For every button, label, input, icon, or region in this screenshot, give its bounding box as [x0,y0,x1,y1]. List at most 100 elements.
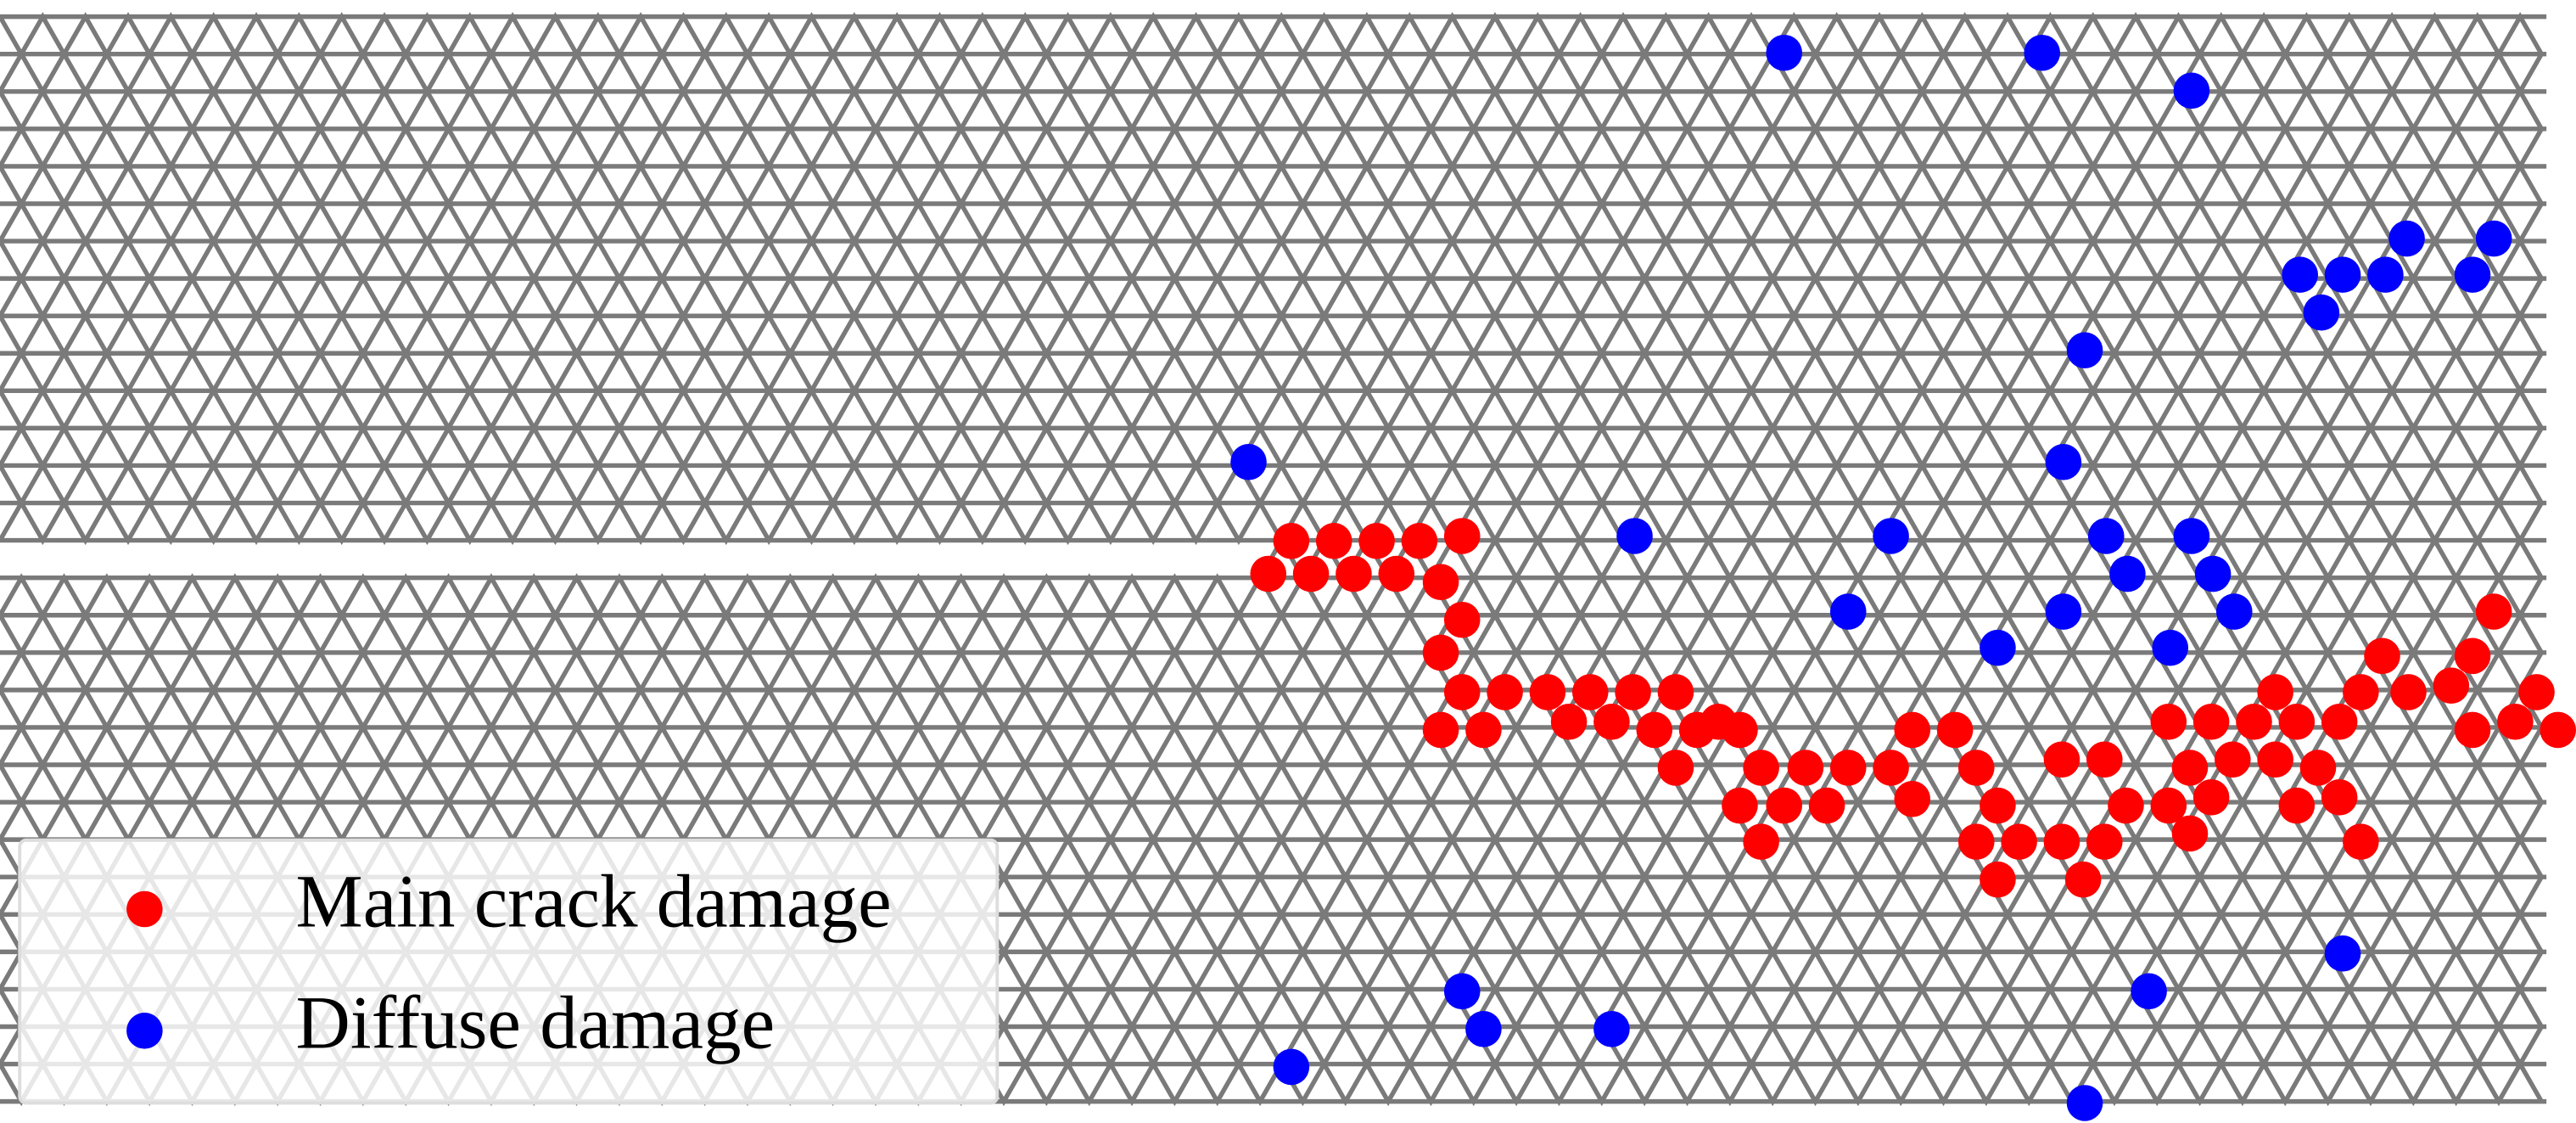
damage-point [1378,555,1415,592]
damage-point [1615,674,1651,710]
damage-point [2321,779,2358,816]
lattice-diagonals [0,87,2544,134]
damage-point [2324,935,2361,972]
damage-point [1315,522,1352,559]
damage-point [2390,674,2427,710]
damage-point [2497,703,2534,740]
damage-point [1808,787,1845,824]
lattice-diagonals [0,348,2544,396]
damage-point [1722,711,1758,749]
lattice [0,12,2547,1107]
damage-point [1401,522,1438,559]
damage-point [1230,444,1267,480]
damage-point [2109,555,2146,592]
damage-point [2388,220,2425,257]
damage-point [1829,750,1867,786]
lattice-diagonals [0,385,2544,433]
damage-point [2171,815,2209,852]
damage-point [2282,256,2319,293]
damage-point [2257,674,2293,710]
damage-point [2152,629,2189,666]
lattice-diagonals [0,460,2544,508]
damage-point [1487,674,1523,710]
damage-point [1443,518,1481,554]
damage-point [1873,750,1909,786]
damage-point [2150,703,2187,740]
legend-label: Main crack damage [296,860,892,943]
damage-point [1980,787,2016,824]
legend-marker [126,1012,163,1049]
damage-point [2215,741,2251,778]
damage-point [2024,34,2061,71]
lattice-diagonals [0,49,2544,97]
damage-point [1980,629,2016,666]
damage-point [2303,294,2340,331]
damage-point [2043,741,2080,778]
damage-point [2257,741,2293,778]
damage-point [1358,522,1395,559]
damage-point [2001,823,2037,860]
damage-point [2066,332,2103,368]
damage-point [1336,555,1372,592]
lattice-diagonals [0,124,2544,171]
legend-marker [126,890,163,928]
damage-point [1980,861,2016,898]
damage-point [2433,667,2470,704]
damage-point [2475,220,2512,257]
damage-point [2043,823,2080,860]
damage-point [2454,637,2491,675]
damage-point [2194,555,2232,592]
damage-point [2108,787,2144,824]
damage-point [1422,564,1459,601]
damage-point [2278,703,2316,740]
damage-point [1616,518,1653,554]
damage-point [2086,741,2123,778]
damage-point [1722,787,1758,824]
damage-point [1743,823,1779,860]
damage-point [2540,711,2576,749]
lattice-diagonals [0,311,2544,358]
lattice-diagonals [0,12,2544,59]
legend-box [18,838,1000,1105]
damage-point [1766,787,1803,824]
damage-point [2173,518,2210,554]
damage-point [2173,72,2210,109]
damage-point [2087,518,2125,554]
damage-point [2343,674,2379,710]
damage-point [1292,555,1330,592]
damage-point [1443,601,1481,638]
damage-point [1250,555,1287,592]
damage-point [1443,674,1481,710]
damage-point [2475,593,2512,630]
damage-point [2299,750,2337,786]
lattice-diagonals [0,610,2544,658]
damage-point [1550,703,1588,740]
damage-point [2192,779,2230,816]
damage-point [2236,703,2272,740]
lattice-diagonals [0,648,2544,695]
damage-point [1593,1011,1630,1047]
lattice-diagonals [0,236,2544,284]
damage-point [1894,780,1931,817]
damage-point [1894,711,1931,749]
damage-point [2518,674,2555,710]
lattice-diagonals [0,722,2544,770]
damage-point [1422,711,1459,749]
damage-point [2367,256,2404,293]
damage-point [2150,787,2187,824]
legend: Main crack damage Diffuse damage [18,838,1000,1105]
damage-point [2086,823,2123,860]
damage-point [1529,674,1566,710]
damage-point [1743,750,1779,786]
damage-point [1657,674,1694,710]
lattice-diagonals [0,498,2544,546]
damage-point [1936,711,1974,749]
damage-point [2215,593,2253,630]
lattice-diagonals [0,685,2544,733]
damage-point [1957,823,1995,860]
damage-point [1873,518,1909,554]
lattice-diagonals [0,161,2544,209]
damage-point [1273,1048,1310,1086]
damage-point [1571,674,1609,710]
